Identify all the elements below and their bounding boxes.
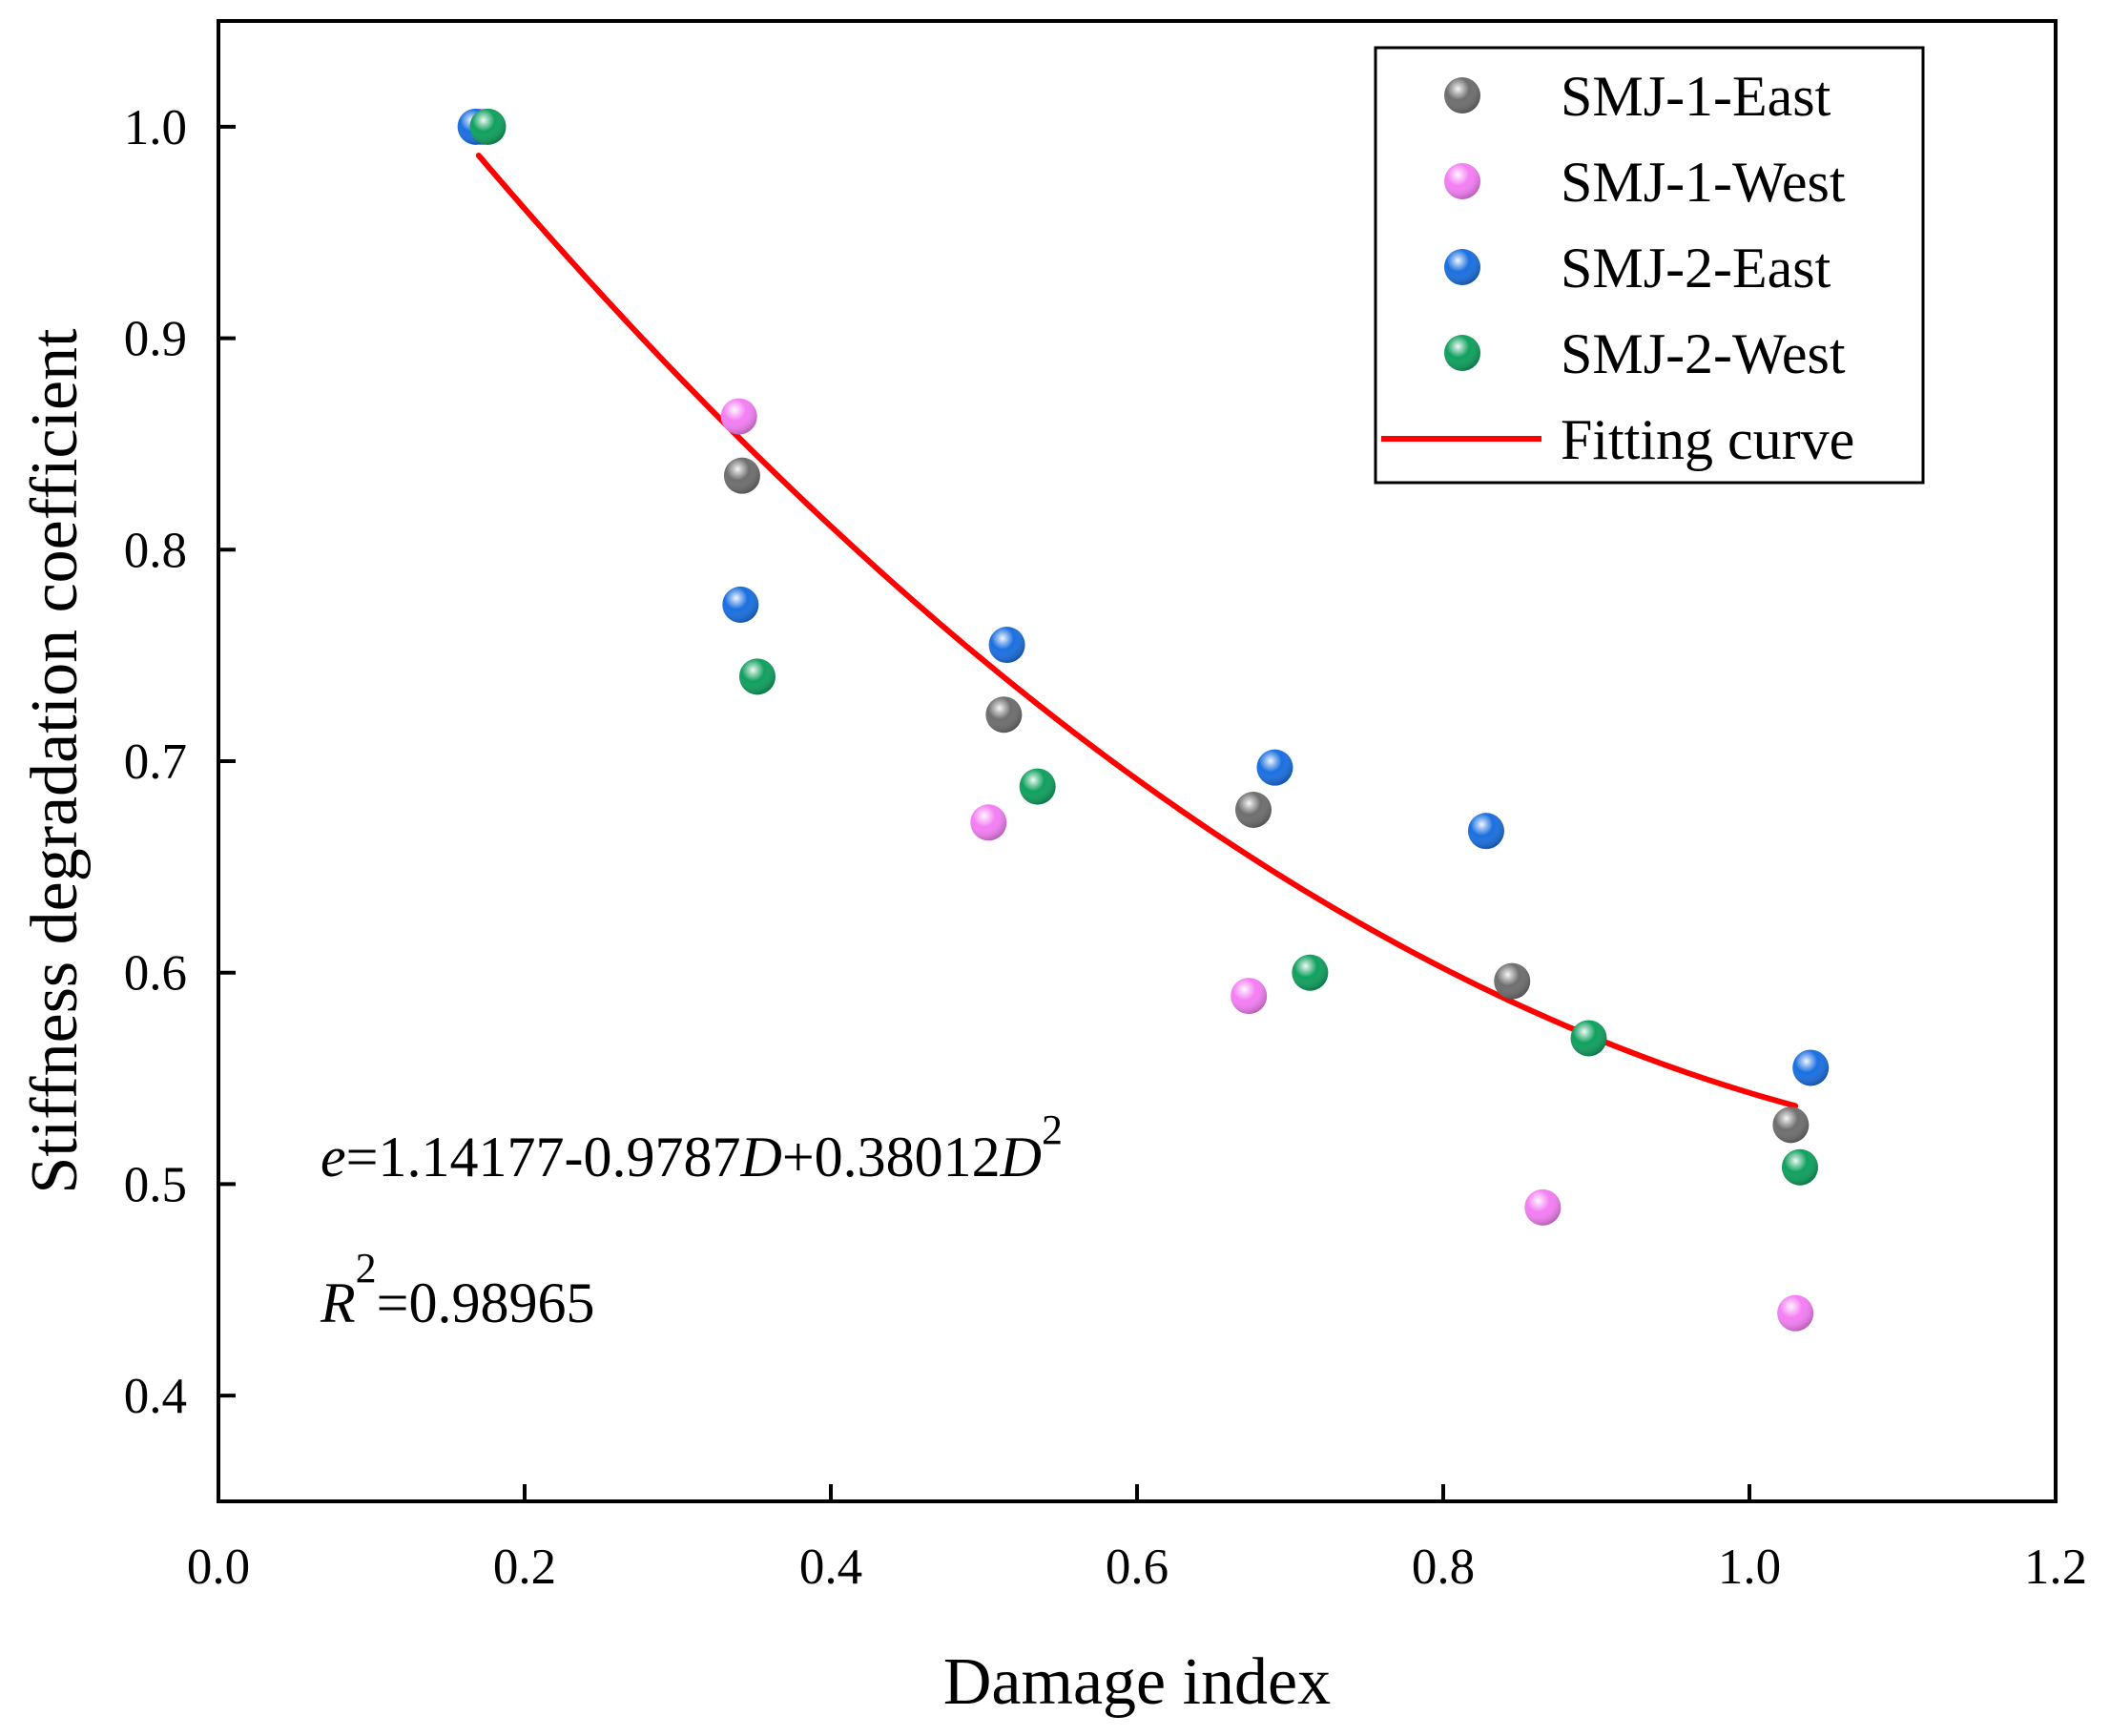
x-tick-label: 0.0 bbox=[187, 1540, 250, 1595]
data-point-highlight bbox=[1256, 749, 1293, 786]
equation-d-1: D bbox=[739, 1126, 781, 1188]
r-squared-value: =0.98965 bbox=[377, 1271, 595, 1334]
legend-label: SMJ-2-West bbox=[1561, 322, 1846, 385]
data-point-highlight bbox=[1792, 1049, 1830, 1086]
data-point-highlight bbox=[1781, 1148, 1818, 1186]
equation-part-1: =1.14177-0.9787 bbox=[346, 1126, 741, 1188]
data-point-highlight bbox=[469, 108, 507, 145]
equation-d-2: D bbox=[1000, 1126, 1042, 1188]
data-point-highlight bbox=[1777, 1294, 1814, 1332]
r-squared-annotation: R2=0.98965 bbox=[320, 1245, 595, 1334]
legend-items: SMJ-1-East SMJ-1-West SMJ-2-East SMJ-2-West… bbox=[1381, 65, 1854, 471]
data-point-highlight bbox=[1231, 978, 1268, 1015]
data-point-highlight bbox=[1019, 768, 1056, 805]
data-point-highlight bbox=[970, 804, 1007, 841]
x-tick-label: 0.2 bbox=[493, 1540, 556, 1595]
equation-annotation: e=1.14177-0.9787D+0.38012D2 bbox=[321, 1106, 1063, 1188]
data-point-highlight bbox=[1570, 1020, 1607, 1057]
data-point-highlight bbox=[1494, 962, 1531, 1000]
x-tick-label: 0.6 bbox=[1106, 1540, 1169, 1595]
y-tick-label: 0.6 bbox=[124, 946, 187, 1002]
series-smj-2-west bbox=[469, 108, 1818, 1186]
legend-label: Fitting curve bbox=[1561, 408, 1854, 471]
legend-marker-highlight bbox=[1444, 249, 1480, 285]
y-tick-label: 1.0 bbox=[124, 100, 187, 155]
data-point-highlight bbox=[1292, 954, 1329, 991]
equation-part-2: +0.38012 bbox=[782, 1126, 1001, 1188]
data-points bbox=[457, 108, 1830, 1332]
data-point-highlight bbox=[738, 658, 776, 695]
x-tick-label: 1.2 bbox=[2024, 1540, 2087, 1595]
data-point-highlight bbox=[720, 398, 757, 435]
equation-exponent: 2 bbox=[1042, 1106, 1063, 1153]
legend-marker-highlight bbox=[1444, 335, 1480, 371]
data-point-highlight bbox=[1524, 1188, 1562, 1226]
equation-e: e bbox=[321, 1126, 346, 1188]
svg-text:R2=0.98965: R2=0.98965 bbox=[320, 1245, 595, 1334]
data-point-highlight bbox=[722, 586, 759, 623]
data-point-highlight bbox=[985, 696, 1023, 734]
svg-text:e=1.14177-0.9787D+0.38012D2: e=1.14177-0.9787D+0.38012D2 bbox=[321, 1106, 1063, 1188]
legend-marker-highlight bbox=[1444, 163, 1480, 199]
x-tick-label: 1.0 bbox=[1718, 1540, 1781, 1595]
y-tick-label: 0.7 bbox=[124, 734, 187, 790]
data-point-highlight bbox=[1234, 791, 1272, 828]
x-axis-ticks: 0.0 0.2 0.4 0.6 0.8 1.0 1.2 bbox=[187, 1484, 2087, 1595]
legend-label: SMJ-2-East bbox=[1561, 237, 1831, 300]
y-axis-ticks: 0.4 0.5 0.6 0.7 0.8 0.9 1.0 bbox=[124, 100, 236, 1424]
r-squared-r: R bbox=[320, 1271, 356, 1334]
legend-label: SMJ-1-West bbox=[1561, 151, 1846, 214]
data-point-highlight bbox=[723, 457, 760, 494]
y-tick-label: 0.4 bbox=[124, 1369, 187, 1424]
y-tick-label: 0.5 bbox=[124, 1157, 187, 1212]
data-point-highlight bbox=[1467, 813, 1504, 850]
y-axis-title: Stiffness degradation coefficient bbox=[18, 328, 92, 1194]
y-tick-label: 0.9 bbox=[124, 312, 187, 367]
data-point-highlight bbox=[988, 627, 1025, 664]
series-smj-1-west bbox=[464, 108, 1814, 1332]
legend-marker-highlight bbox=[1444, 77, 1480, 114]
legend: SMJ-1-East SMJ-1-West SMJ-2-East SMJ-2-West… bbox=[1374, 46, 1925, 485]
legend-label: SMJ-1-East bbox=[1561, 65, 1831, 128]
r-squared-exponent: 2 bbox=[356, 1245, 377, 1292]
series-smj-2-east bbox=[457, 108, 1830, 1086]
x-tick-label: 0.8 bbox=[1412, 1540, 1475, 1595]
legend-box bbox=[1374, 46, 1925, 485]
x-tick-label: 0.4 bbox=[799, 1540, 862, 1595]
y-tick-label: 0.8 bbox=[124, 523, 187, 578]
x-axis-title: Damage index bbox=[943, 1645, 1331, 1719]
data-point-highlight bbox=[1772, 1106, 1810, 1144]
